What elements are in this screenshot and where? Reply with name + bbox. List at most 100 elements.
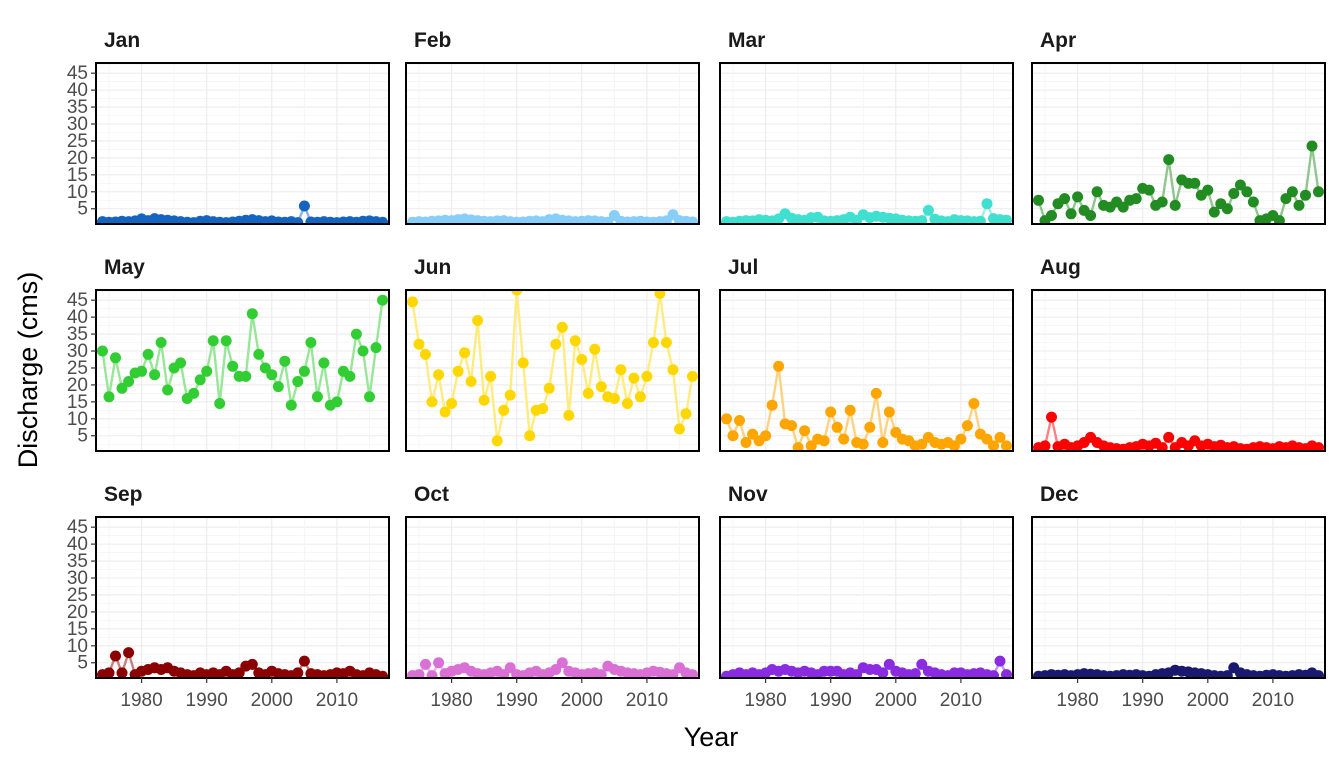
data-point	[667, 364, 679, 376]
data-point	[491, 435, 503, 447]
data-point	[517, 357, 529, 369]
y-tick-label: 40	[67, 80, 88, 101]
data-point	[1039, 440, 1051, 451]
data-point	[674, 423, 685, 435]
facet-title: Feb	[414, 29, 451, 52]
facet-nov: Nov 1980 1990 2000 2010	[719, 483, 1014, 711]
series-points	[1033, 411, 1324, 451]
data-point	[687, 216, 698, 224]
data-point	[870, 387, 882, 399]
data-point	[116, 667, 128, 678]
data-point	[1293, 199, 1305, 211]
x-tick-label: 2000	[561, 690, 603, 711]
data-point	[364, 391, 375, 403]
data-point	[357, 345, 369, 357]
series-points	[721, 198, 1012, 224]
data-point	[550, 338, 562, 350]
data-point	[857, 438, 869, 450]
data-point	[1130, 193, 1142, 205]
data-point	[961, 420, 973, 432]
x-axis-title: Year	[684, 722, 739, 752]
series-points	[407, 290, 698, 447]
data-point	[311, 391, 323, 403]
data-point	[123, 647, 135, 659]
series-points	[97, 647, 388, 678]
data-point	[214, 398, 226, 409]
data-point	[916, 658, 928, 670]
data-point	[589, 343, 601, 355]
data-point	[1306, 140, 1318, 152]
data-point	[433, 657, 445, 669]
y-tick-label: 25	[67, 358, 88, 379]
y-tick-label: 25	[67, 131, 88, 152]
panel-border	[1031, 289, 1326, 452]
data-point	[377, 670, 388, 678]
data-point	[1117, 201, 1129, 213]
facet-title: Jan	[104, 29, 140, 52]
y-tick-label: 15	[67, 165, 88, 186]
data-point	[318, 357, 330, 369]
data-point	[1273, 215, 1285, 224]
data-point	[1072, 191, 1084, 203]
data-point	[246, 308, 258, 320]
data-point	[922, 204, 934, 216]
data-point	[595, 669, 607, 678]
data-point	[687, 370, 698, 382]
panel-border	[95, 289, 390, 452]
x-tick-label: 1980	[430, 690, 472, 711]
data-point	[740, 437, 752, 448]
data-point	[272, 381, 284, 393]
series-points	[721, 360, 1012, 451]
data-point	[621, 398, 633, 409]
data-point	[654, 290, 666, 299]
panel-border	[405, 289, 700, 452]
data-point	[292, 217, 304, 224]
data-point	[155, 337, 167, 348]
data-point	[734, 415, 745, 426]
data-point	[615, 364, 627, 376]
data-point	[465, 376, 477, 387]
data-point	[279, 355, 291, 367]
data-point	[981, 433, 993, 445]
data-point	[97, 345, 108, 357]
data-point	[511, 290, 523, 296]
data-point	[563, 409, 575, 421]
x-tick-label: 1990	[1122, 690, 1164, 711]
facet-oct: Oct 1980 1990 2000 2010	[405, 483, 700, 711]
data-point	[331, 396, 343, 408]
data-point	[994, 655, 1006, 667]
data-point	[377, 216, 388, 224]
y-tick-label: 35	[67, 97, 88, 118]
series-points	[407, 209, 698, 224]
data-point	[1059, 193, 1071, 205]
data-point	[628, 372, 640, 384]
x-tick-label: 1980	[120, 690, 162, 711]
y-tick-label: 5	[77, 199, 88, 220]
series-points	[721, 655, 1012, 678]
panel-border	[719, 62, 1014, 225]
y-tick-label: 20	[67, 148, 88, 169]
y-tick-label: 15	[67, 619, 88, 640]
data-point	[1221, 203, 1233, 215]
facet-title: Dec	[1040, 483, 1079, 506]
facet-jul: Jul	[719, 256, 1014, 452]
data-point	[292, 667, 304, 678]
x-tick-label: 1990	[186, 690, 228, 711]
data-point	[687, 669, 698, 678]
data-point	[446, 398, 458, 409]
data-point	[413, 669, 425, 678]
y-tick-label: 25	[67, 585, 88, 606]
panel-border	[95, 516, 390, 679]
data-point	[576, 354, 588, 365]
y-tick-label: 45	[67, 63, 88, 84]
data-point	[370, 342, 382, 354]
data-point	[1033, 194, 1044, 206]
data-point	[194, 374, 206, 386]
data-point	[103, 391, 115, 403]
data-point	[1001, 214, 1012, 224]
data-point	[727, 430, 739, 442]
x-tick-label: 2000	[875, 690, 917, 711]
x-tick-label: 1980	[1056, 690, 1098, 711]
data-point	[175, 357, 187, 369]
